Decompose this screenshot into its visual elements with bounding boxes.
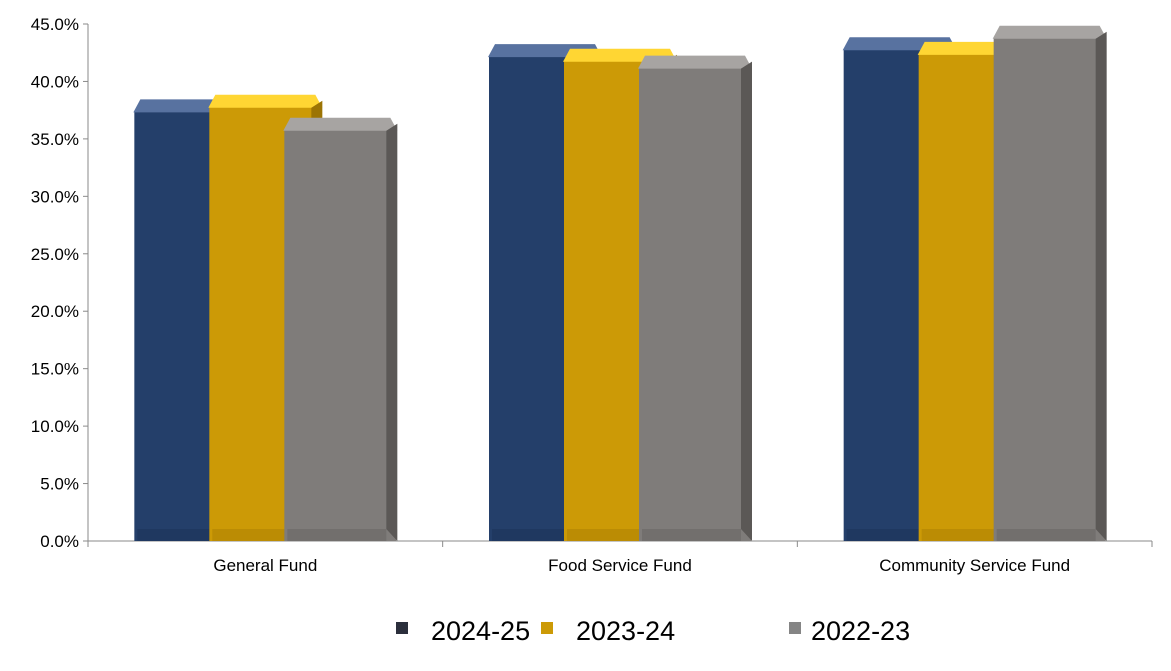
bars: [133, 25, 1107, 542]
bar-top: [208, 94, 323, 108]
y-tick-label: 0.0%: [40, 532, 79, 551]
y-tick-label: 20.0%: [31, 302, 79, 321]
bar-front: [284, 129, 397, 541]
bar-base: [642, 529, 741, 541]
legend-swatch: [789, 622, 801, 634]
y-tick-label: 40.0%: [31, 72, 79, 91]
bar-base: [996, 529, 1096, 541]
bar: [283, 117, 398, 541]
bar-top: [992, 25, 1107, 39]
bar-top: [283, 117, 398, 131]
bar-top: [638, 55, 752, 69]
legend-swatch: [396, 622, 408, 634]
bar: [638, 55, 752, 541]
bar-front: [993, 37, 1106, 541]
y-tick-label: 25.0%: [31, 245, 79, 264]
y-tick-label: 10.0%: [31, 417, 79, 436]
bar-base: [287, 529, 387, 541]
x-category-label: General Fund: [213, 556, 317, 575]
y-tick-label: 15.0%: [31, 360, 79, 379]
y-tick-label: 45.0%: [31, 15, 79, 34]
bar-side: [386, 123, 398, 541]
legend-label: 2022-23: [811, 616, 910, 646]
x-category-label: Community Service Fund: [879, 556, 1070, 575]
labels: 0.0% 5.0% 10.0% 15.0% 20.0% 25.0% 30.0% 35.0% 40…: [31, 15, 1070, 575]
legend-label: 2023-24: [576, 616, 675, 646]
legend-swatch: [541, 622, 553, 634]
bar: [992, 25, 1107, 541]
legend-label: 2024-25: [431, 616, 530, 646]
bar-side: [1095, 31, 1107, 541]
y-tick-label: 35.0%: [31, 130, 79, 149]
bar-side: [741, 61, 752, 541]
y-tick-label: 5.0%: [40, 475, 79, 494]
x-category-label: Food Service Fund: [548, 556, 692, 575]
legend: 2024-25 2023-24 2022-23: [396, 616, 910, 646]
bar-front: [639, 67, 751, 541]
y-tick-label: 30.0%: [31, 187, 79, 206]
